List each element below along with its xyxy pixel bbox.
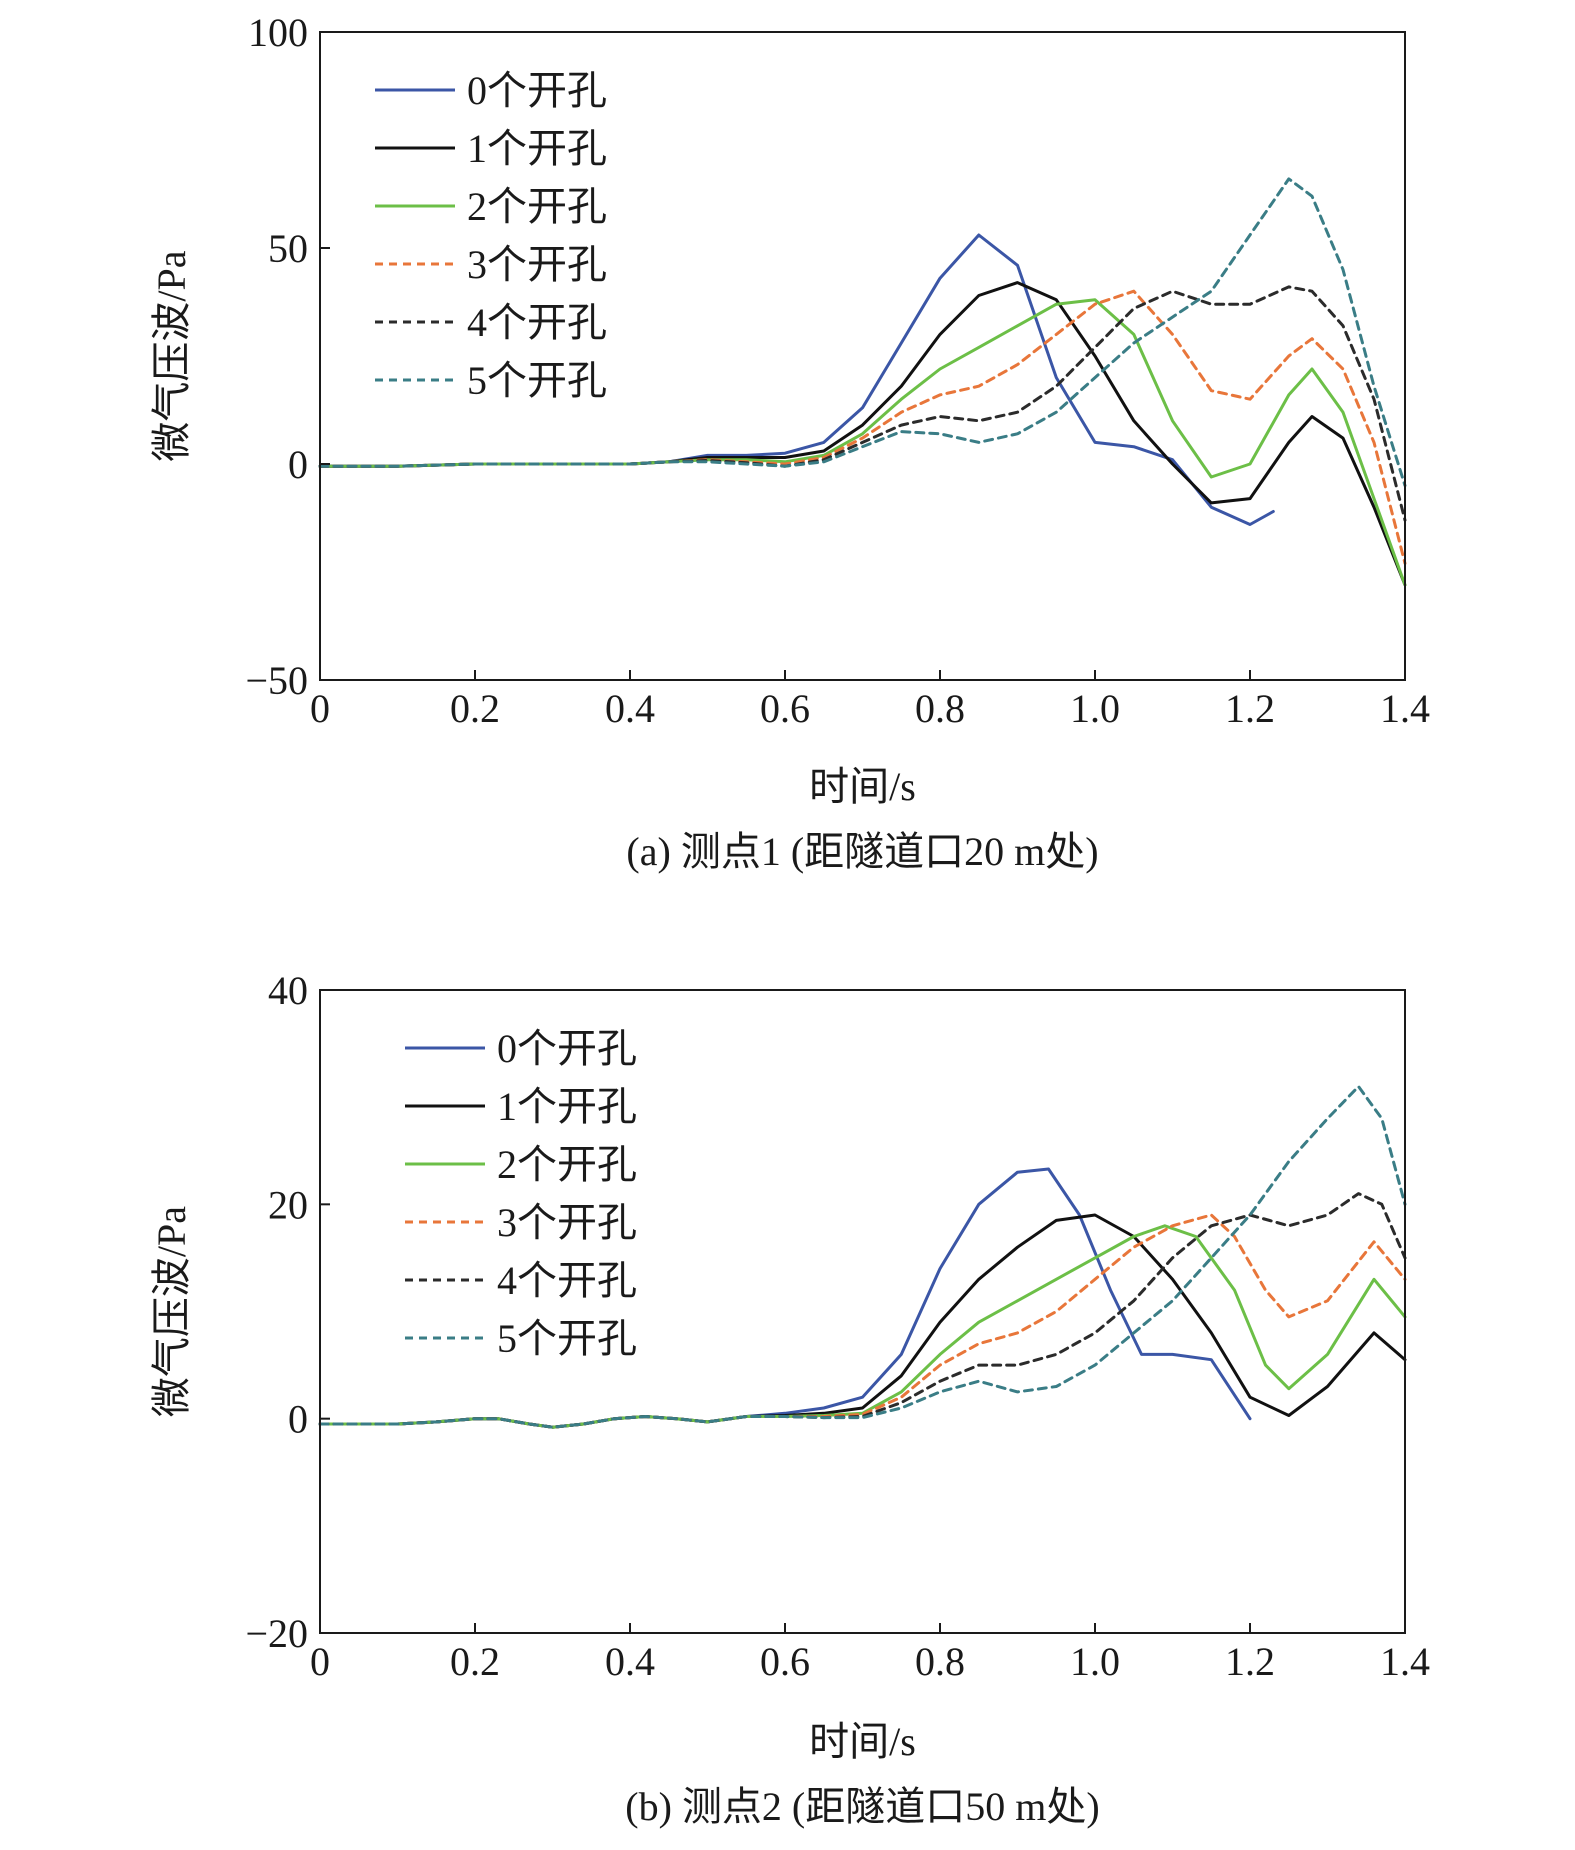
chart-1-y-tick-label: 0 (288, 1397, 308, 1442)
chart-1-x-tick-label: 1.4 (1380, 1639, 1430, 1684)
chart-0-x-tick-label: 1.0 (1070, 686, 1120, 731)
chart-1-y-axis-title: 微气压波/Pa (149, 1206, 194, 1417)
chart-0-legend-label: 4个开孔 (467, 300, 607, 345)
chart-1-x-tick-label: 0.2 (450, 1639, 500, 1684)
chart-1-x-axis-title: 时间/s (809, 1719, 916, 1764)
chart-1-x-tick-label: 0 (310, 1639, 330, 1684)
chart-0-x-tick-label: 0.2 (450, 686, 500, 731)
chart-1-plot-frame (319, 989, 1406, 1634)
chart-0-legend-label: 3个开孔 (467, 242, 607, 287)
chart-0-y-axis-title: 微气压波/Pa (149, 250, 194, 461)
chart-0-y-tick-label: 50 (268, 226, 308, 271)
chart-1-legend-label: 3个开孔 (497, 1200, 637, 1245)
chart-0-plot-frame (319, 31, 1406, 681)
chart-0-y-tick-label: −50 (245, 658, 308, 703)
chart-1-legend-label: 2个开孔 (497, 1142, 637, 1187)
panel-a: 0 0.2 0.4 0.6 0.8 1.0 1.2 1.4−50050100时间/s微气压波/… (149, 10, 1430, 874)
chart-0-x-tick-label: 0.8 (915, 686, 965, 731)
chart-1-y-tick-label: −20 (245, 1611, 308, 1656)
chart-0-legend-label: 1个开孔 (467, 126, 607, 171)
chart-1-y-tick-label: 20 (268, 1182, 308, 1227)
chart-1-legend: 0个开孔 1个开孔 2个开孔 3个开孔 4个开孔 5个开孔 (405, 1026, 637, 1361)
chart-1-legend-label: 0个开孔 (497, 1026, 637, 1071)
chart-0-series-line-0 (318, 233, 1275, 526)
chart-0-caption: (a) 测点1 (距隧道口20 m处) (626, 829, 1098, 874)
chart-1-x-tick-label: 0.6 (760, 1639, 810, 1684)
chart-1-x-tick-label: 0.8 (915, 1639, 965, 1684)
chart-0-legend: 0个开孔 1个开孔 2个开孔 3个开孔 4个开孔 5个开孔 (375, 68, 607, 403)
chart-1-caption: (b) 测点2 (距隧道口50 m处) (625, 1784, 1099, 1829)
chart-0-legend-label: 0个开孔 (467, 68, 607, 113)
chart-1-legend-label: 5个开孔 (497, 1316, 637, 1361)
chart-1-legend-label: 1个开孔 (497, 1084, 637, 1129)
chart-0-x-tick-label: 1.2 (1225, 686, 1275, 731)
panel-b: 0 0.2 0.4 0.6 0.8 1.0 1.2 1.4−2002040时间/s微气压波/P… (149, 968, 1430, 1829)
chart-0-x-tick-label: 0.6 (760, 686, 810, 731)
chart-0-x-tick-label: 0 (310, 686, 330, 731)
chart-1-y-tick-label: 40 (268, 968, 308, 1013)
chart-1-x-tick-label: 1.0 (1070, 1639, 1120, 1684)
chart-0-legend-label: 2个开孔 (467, 184, 607, 229)
chart-1-x-tick-label: 0.4 (605, 1639, 655, 1684)
chart-1-series-line-5 (318, 1085, 1407, 1429)
chart-1-x-tick-label: 1.2 (1225, 1639, 1275, 1684)
chart-0-x-tick-label: 0.4 (605, 686, 655, 731)
chart-0-y-tick-label: 100 (248, 10, 308, 55)
chart-0-x-axis-title: 时间/s (809, 764, 916, 809)
chart-0-y-tick-label: 0 (288, 442, 308, 487)
chart-0-legend-label: 5个开孔 (467, 358, 607, 403)
chart-1-series-line-0 (318, 1167, 1252, 1429)
chart-0-x-tick-label: 1.4 (1380, 686, 1430, 731)
chart-1-legend-label: 4个开孔 (497, 1258, 637, 1303)
chart-0-series-line-5 (318, 177, 1407, 488)
